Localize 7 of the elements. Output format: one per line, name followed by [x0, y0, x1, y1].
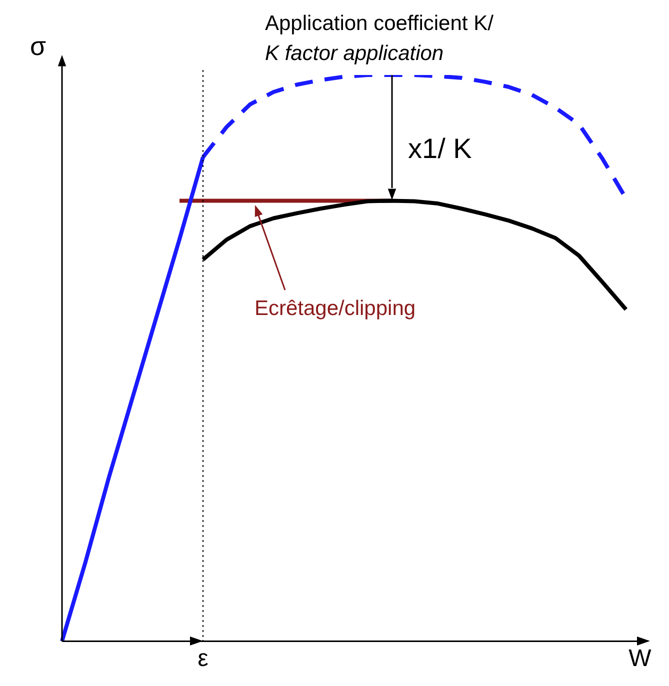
text: K factor application — [265, 42, 444, 65]
y-axis-title: σ — [30, 31, 46, 61]
text: ε — [198, 645, 208, 672]
text: Application coefficient K/ — [265, 12, 494, 35]
annotation: Ecrêtage/clipping — [254, 297, 416, 320]
annotation: x1/ K — [408, 133, 472, 164]
x-axis-title: W — [628, 645, 652, 672]
